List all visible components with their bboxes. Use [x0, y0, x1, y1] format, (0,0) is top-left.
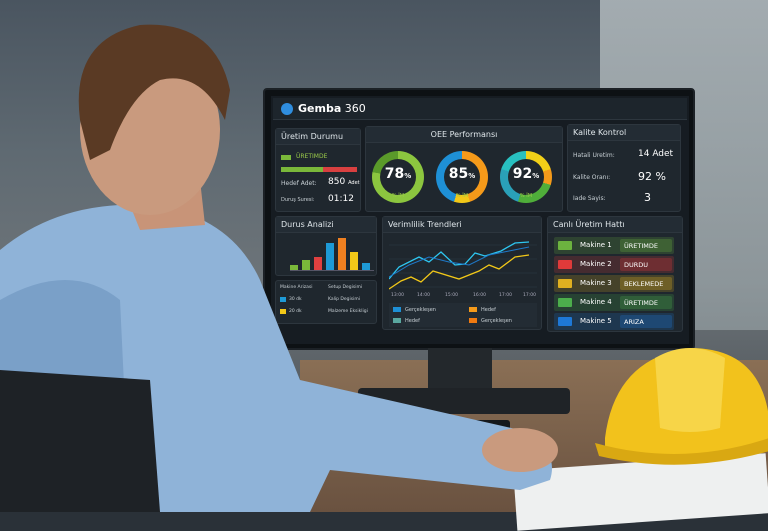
legend-swatch	[280, 309, 286, 314]
target-value: 850 Adet	[328, 177, 360, 187]
series-yellow	[389, 254, 530, 290]
production-status-panel: Üretim Durumu ÜRETIMDE Hedef Adet: 850 A…	[275, 128, 361, 212]
downtime-panel: Durus Analizi	[275, 216, 377, 276]
downtime-bar	[350, 251, 358, 270]
quality-value: 14 Adet	[638, 149, 674, 159]
trend-panel: Verimlilik Trendleri 13:00 14:00 15:00 1…	[382, 216, 542, 330]
machine-badge	[558, 298, 572, 307]
legend-item: 30 dk	[289, 297, 302, 302]
machine-name: Makine 2	[580, 260, 612, 268]
legend-item: Hedef	[405, 318, 420, 324]
machine-name: Makine 1	[580, 241, 612, 249]
quality-label: Kalite Oranı:	[573, 174, 611, 181]
x-tick: 17:00	[499, 293, 512, 298]
downtime-bar	[338, 238, 346, 270]
panel-title: Canlı Üretim Hattı	[548, 217, 682, 233]
app-header: Gemba 360	[273, 98, 687, 120]
machine-status: ÜRETIMDE	[620, 296, 672, 309]
legend-item: Setup Degisimi	[328, 285, 363, 290]
downtime-chart	[290, 237, 374, 271]
status-indicator	[281, 155, 291, 160]
x-tick: 15:00	[445, 293, 458, 298]
machine-row[interactable]: Makine 5 ARIZA	[554, 313, 674, 330]
machine-name: Makine 5	[580, 317, 612, 325]
legend-swatch	[393, 307, 401, 312]
progress-good	[281, 167, 323, 172]
machine-status: DURDU	[620, 258, 672, 271]
downtime-label: Duruş Suresi:	[281, 197, 315, 203]
target-label: Hedef Adet:	[281, 180, 317, 187]
downtime-bar	[326, 242, 334, 270]
app-title: Gemba 360	[298, 102, 366, 115]
quality-label: Hatali Uretim:	[573, 152, 615, 159]
machine-status: ARIZA	[620, 315, 672, 328]
machine-status: BEKLEMEDE	[620, 277, 672, 290]
machine-row[interactable]: Makine 4 ÜRETIMDE	[554, 294, 674, 311]
panel-title: Üretim Durumu	[276, 129, 360, 145]
panel-title: Verimlilik Trendleri	[383, 217, 541, 233]
oee-gauge: 85%% İM	[436, 151, 488, 203]
machine-badge	[558, 279, 572, 288]
panel-title: Kalite Kontrol	[568, 125, 680, 141]
series-actual	[389, 241, 530, 280]
logo-icon	[281, 103, 293, 115]
dashboard-screen: Gemba 360 Üretim Durumu ÜRETIMDE Hedef A…	[271, 96, 689, 344]
legend-item: Hedef	[481, 307, 496, 313]
x-tick: 16:00	[473, 293, 486, 298]
legend-item: 20 dk	[289, 309, 302, 314]
legend-swatch	[469, 318, 477, 323]
panel-title: Durus Analizi	[276, 217, 376, 233]
x-tick: 14:00	[417, 293, 430, 298]
legend-swatch	[393, 318, 401, 323]
series-target	[389, 246, 530, 278]
legend-item: Gerçekleşen	[481, 318, 512, 324]
legend-item: Gerçekleşen	[405, 307, 436, 313]
legend-swatch	[280, 297, 286, 302]
hard-hat	[595, 348, 768, 465]
downtime-bar	[290, 264, 298, 270]
quality-label: Iade Sayis:	[573, 195, 606, 202]
downtime-value: 01:12	[328, 194, 354, 204]
oee-gauge: 78%% İM	[372, 151, 424, 203]
monitor-stand	[428, 348, 492, 393]
machine-name: Makine 4	[580, 298, 612, 306]
machine-row[interactable]: Makine 2 DURDU	[554, 256, 674, 273]
legend-item: Malzeme Eksikligi	[328, 309, 368, 314]
quality-value: 92 %	[638, 170, 666, 183]
downtime-bar	[302, 259, 310, 270]
machine-badge	[558, 317, 572, 326]
machine-status: ÜRETIMDE	[620, 239, 672, 252]
trend-chart	[389, 241, 537, 290]
oee-gauge: 92%% İM	[500, 151, 552, 203]
downtime-legend: Makine Arizasi Setup Degisimi 30 dk Kali…	[275, 280, 377, 324]
monitor: Gemba 360 Üretim Durumu ÜRETIMDE Hedef A…	[263, 88, 695, 350]
status-label: ÜRETIMDE	[296, 153, 328, 160]
machine-row[interactable]: Makine 3 BEKLEMEDE	[554, 275, 674, 292]
x-tick: 17:00	[523, 293, 536, 298]
machine-row[interactable]: Makine 1 ÜRETIMDE	[554, 237, 674, 254]
live-line-panel: Canlı Üretim Hattı Makine 1 ÜRETIMDE Makin…	[547, 216, 683, 332]
machine-badge	[558, 241, 572, 250]
machine-badge	[558, 260, 572, 269]
oee-panel: OEE Performansı 78%% İM 85%% İM 92%% İM	[365, 126, 563, 212]
downtime-bar	[314, 257, 322, 270]
quality-value: 3	[644, 191, 651, 204]
legend-item: Kalip Degisimi	[328, 297, 360, 302]
trend-legend: Gerçekleşen Hedef Hedef Gerçekleşen	[389, 303, 537, 327]
panel-title: OEE Performansı	[366, 127, 562, 143]
legend-item: Makine Arizasi	[280, 285, 313, 290]
downtime-bar	[362, 263, 370, 270]
progress-bad	[323, 167, 357, 172]
person-at-desk	[0, 24, 558, 512]
machine-name: Makine 3	[580, 279, 612, 287]
quality-panel: Kalite Kontrol Hatali Uretim: 14 Adet Ka…	[567, 124, 681, 212]
legend-swatch	[469, 307, 477, 312]
x-tick: 13:00	[391, 293, 404, 298]
